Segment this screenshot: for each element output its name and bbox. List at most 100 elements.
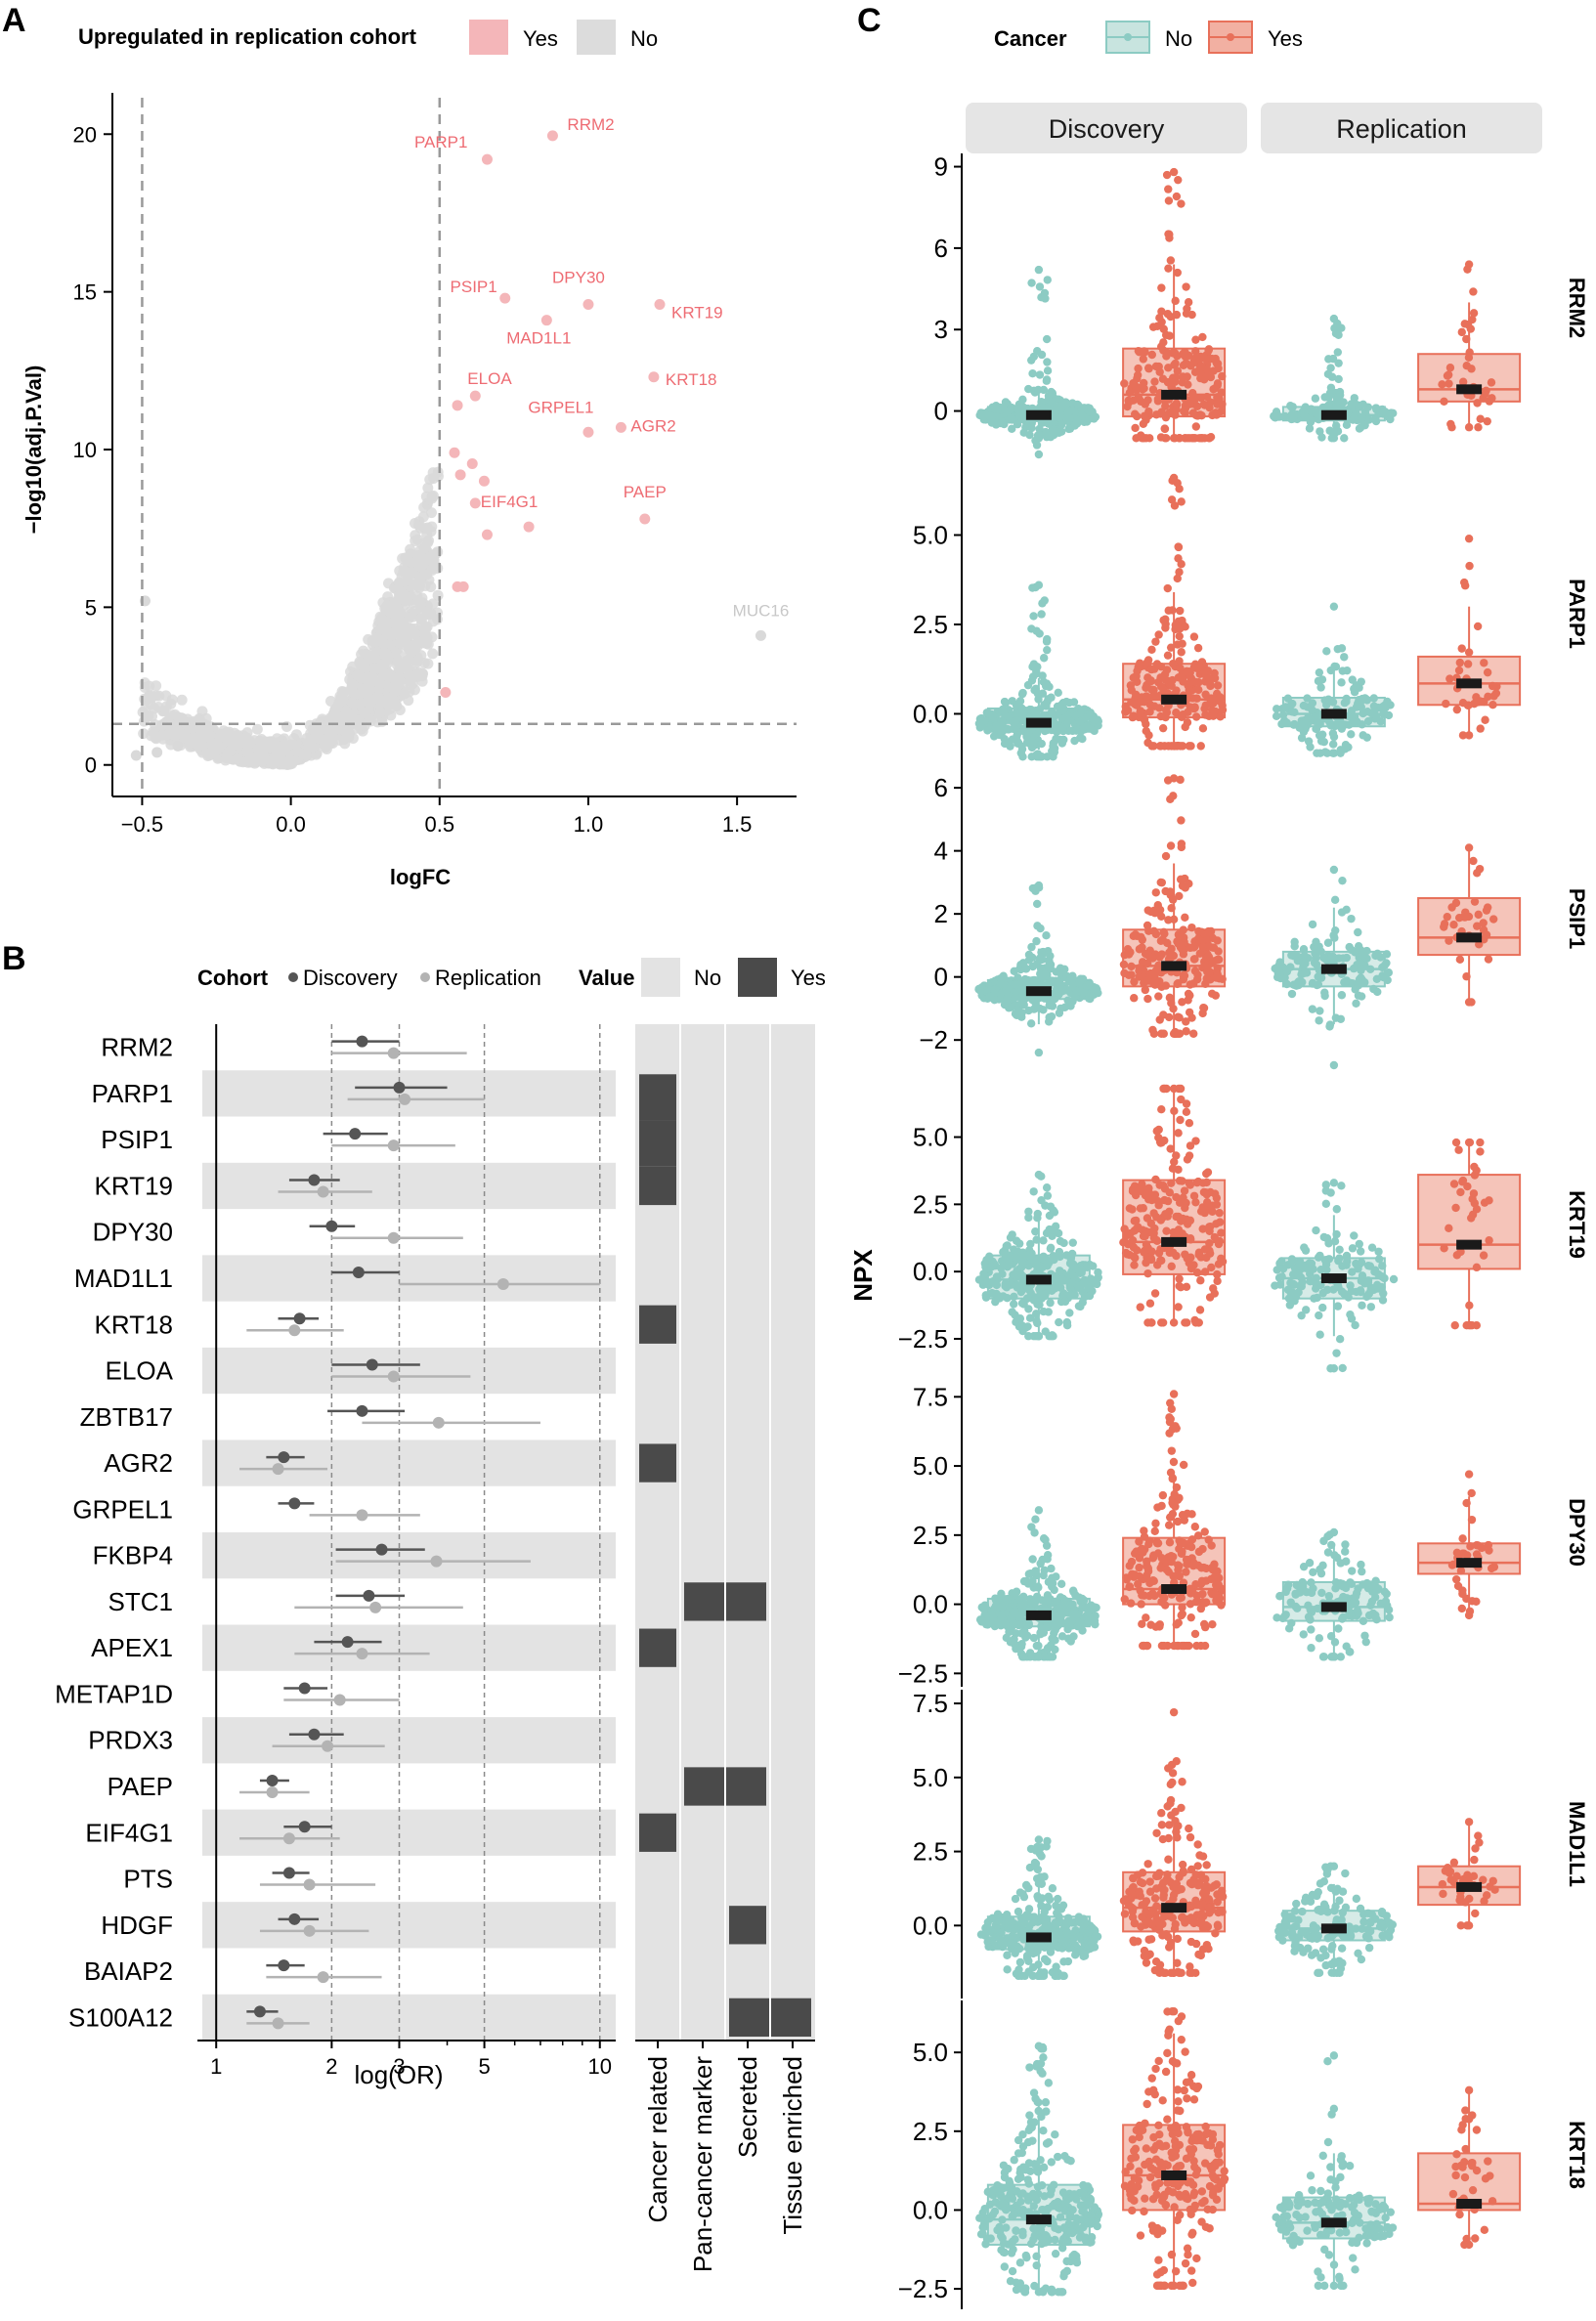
box-legend-label-yes: Yes <box>1268 26 1303 51</box>
box-data-point <box>1148 322 1158 331</box>
tile-cell-yes <box>639 1813 676 1852</box>
box-y-tick-label: 5.0 <box>913 1123 948 1152</box>
box-data-point <box>1338 1363 1347 1373</box>
box-data-point <box>1352 999 1360 1008</box>
box-data-point <box>1440 397 1448 406</box>
box-data-point <box>1271 1281 1279 1290</box>
box-data-point <box>1316 947 1325 956</box>
volcano-legend-key-yes <box>469 20 508 55</box>
box-data-point <box>1205 679 1215 689</box>
box-data-point <box>978 1280 988 1289</box>
forest-point-discovery <box>356 1404 368 1417</box>
forest-point-replication <box>430 1555 443 1568</box>
box-data-point <box>1167 999 1176 1008</box>
box-data-point <box>1212 1193 1222 1203</box>
box-data-point <box>1079 988 1089 997</box>
box-data-point <box>1337 908 1347 917</box>
box-data-point <box>1181 348 1189 357</box>
volcano-point <box>367 671 378 683</box>
box-data-point <box>1039 1236 1048 1245</box>
box-data-point <box>1019 1001 1028 1010</box>
box-data-point <box>1462 972 1471 981</box>
volcano-point <box>307 742 319 753</box>
box-data-point <box>1159 1010 1168 1019</box>
volcano-point <box>231 739 242 751</box>
box-data-point <box>1200 962 1210 970</box>
box-data-point <box>1357 677 1365 686</box>
box-data-point <box>1154 961 1163 969</box>
box-data-point-max <box>1169 1084 1179 1094</box>
box-data-point <box>1140 384 1148 393</box>
box-data-point <box>1143 364 1153 372</box>
box-data-point <box>1356 945 1365 955</box>
box-data-point <box>1029 1187 1038 1196</box>
box-data-point <box>1181 1318 1189 1327</box>
box-data-point <box>1379 1289 1388 1298</box>
box-data-point <box>1214 1239 1224 1249</box>
forest-legend-title: Cohort <box>197 966 269 990</box>
volcano-point-upregulated <box>481 529 493 540</box>
volcano-point <box>374 707 386 718</box>
box-median-marker <box>1025 986 1052 997</box>
box-data-point <box>1199 1003 1208 1012</box>
volcano-point-dpy30 <box>582 299 594 311</box>
box-data-point <box>1378 1296 1388 1305</box>
box-data-point <box>1350 688 1359 697</box>
box-data-point <box>1168 660 1178 668</box>
volcano-point <box>367 647 379 659</box>
box-data-point <box>1284 1294 1294 1303</box>
box-data-point <box>1037 1195 1046 1205</box>
box-data-point <box>1013 419 1022 429</box>
box-data-point <box>1001 1252 1011 1262</box>
volcano-point-upregulated <box>440 687 452 698</box>
box-data-point <box>1162 170 1172 180</box>
box-data-point <box>1150 1190 1160 1199</box>
box-data-point <box>1147 685 1156 694</box>
box-discovery-no <box>975 1506 1100 1661</box>
forest-row-label-eloa: ELOA <box>106 1356 174 1386</box>
box-data-point <box>1365 965 1375 973</box>
box-data-point <box>1204 346 1213 355</box>
volcano-point <box>241 746 253 757</box>
tile-cell-yes <box>639 1074 676 1121</box>
box-data-point <box>1467 1214 1476 1223</box>
box-data-point <box>1063 996 1072 1005</box>
box-data-point <box>1073 415 1082 425</box>
box-data-point <box>1060 1297 1070 1307</box>
box-data-point <box>1200 401 1209 409</box>
box-data-point <box>1018 404 1027 412</box>
box-data-point <box>1091 412 1100 421</box>
box-data-point <box>1182 1027 1190 1036</box>
volcano-label-parp1: PARP1 <box>414 133 468 151</box>
box-data-point <box>1308 920 1317 929</box>
volcano-point <box>169 709 181 720</box>
box-data-point <box>1334 374 1343 384</box>
box-data-point <box>1170 1106 1179 1116</box>
box-data-point <box>1458 731 1468 740</box>
volcano-point-parp1 <box>481 153 493 165</box>
box-data-point <box>1449 1180 1459 1188</box>
volcano-point <box>422 482 434 494</box>
volcano-point-grpel1 <box>582 426 594 438</box>
box-data-point <box>1316 737 1326 746</box>
box-data-point <box>996 978 1005 988</box>
box-data-point <box>1213 1276 1222 1286</box>
box-data-point <box>1332 1229 1341 1239</box>
box-data-point <box>1209 385 1218 394</box>
tile-column-label: Tissue enriched <box>778 2056 807 2235</box>
box-data-point <box>1157 912 1166 922</box>
forest-row-label-dpy30: DPY30 <box>93 1218 173 1247</box>
box-data-point <box>1169 1248 1178 1258</box>
volcano-legend-label-yes: Yes <box>523 26 558 51</box>
box-data-point-max <box>1169 167 1179 177</box>
box-discovery-yes <box>1121 473 1228 751</box>
box-data-point-min <box>1464 998 1474 1007</box>
box-data-point <box>1132 386 1141 395</box>
volcano-y-tick-label: 20 <box>73 122 97 147</box>
box-data-point <box>1062 986 1072 995</box>
box-data-point <box>1186 1141 1195 1150</box>
box-data-point <box>1371 404 1381 412</box>
facet-strip-discovery <box>966 103 1247 153</box>
volcano-point <box>416 667 428 679</box>
box-data-point <box>1285 1260 1295 1268</box>
